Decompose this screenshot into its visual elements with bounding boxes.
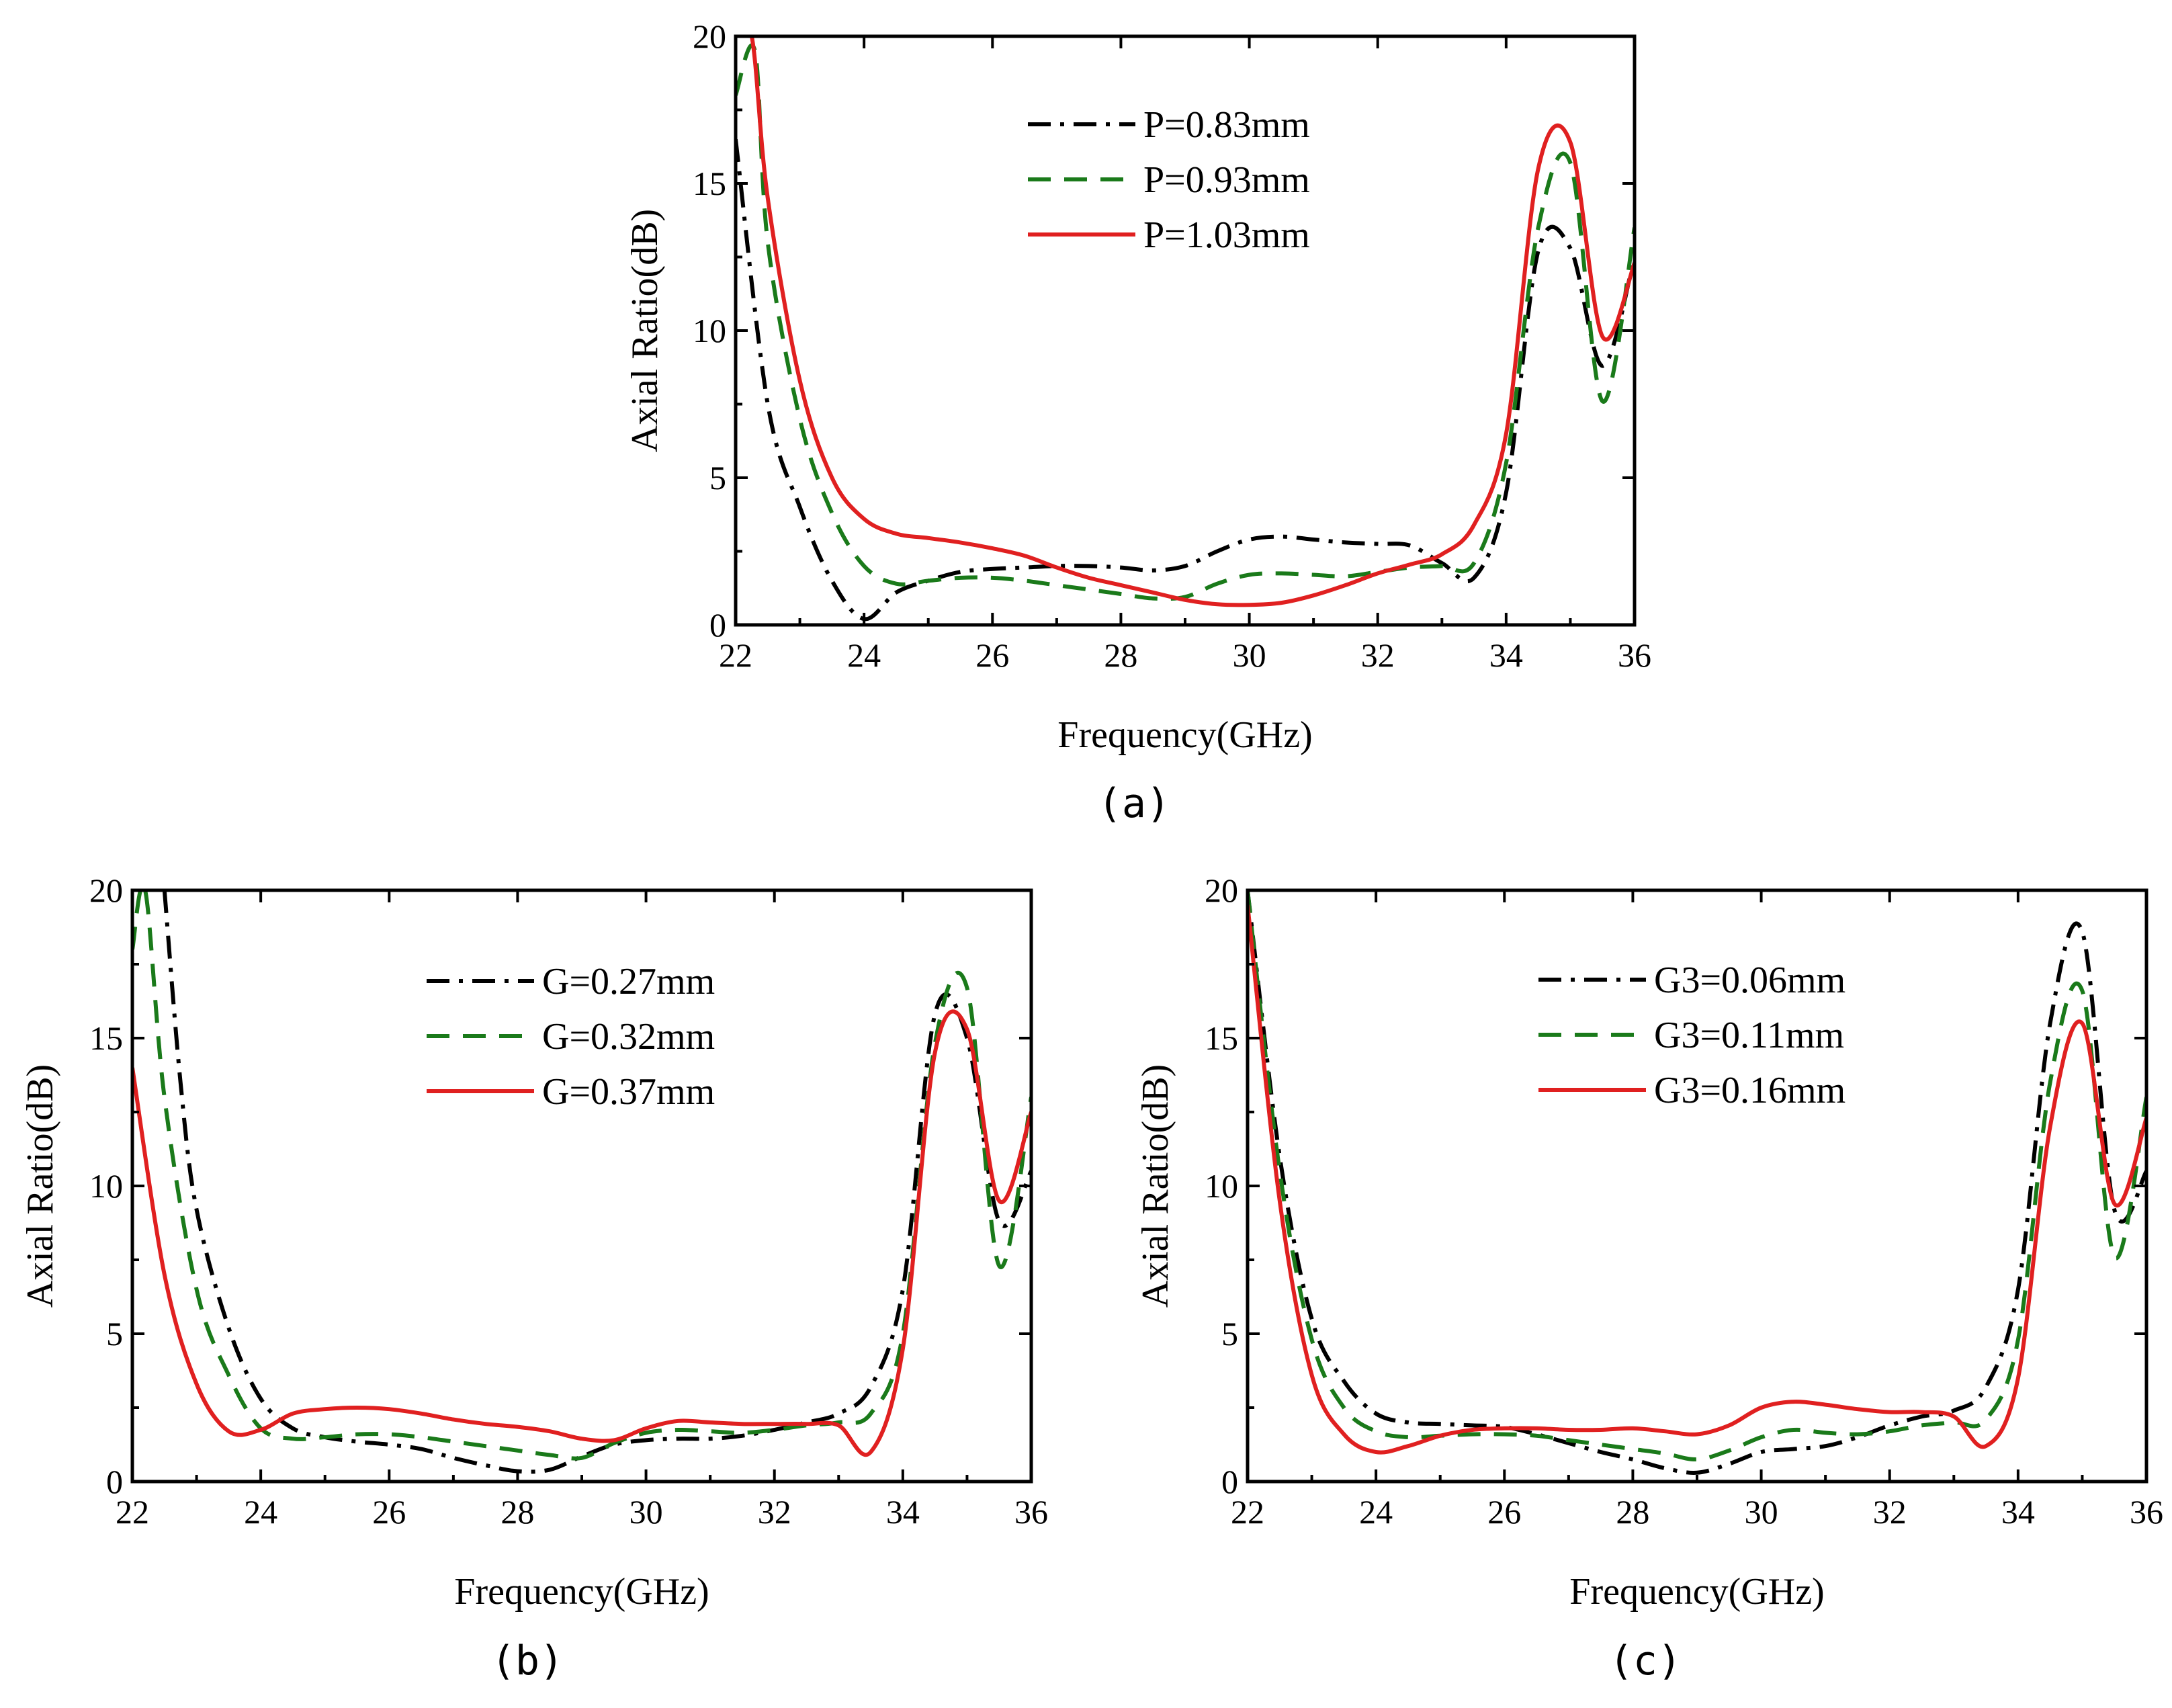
legend-label-a-1: P=0.93mm (1143, 159, 1310, 201)
axes-frame-c (1246, 888, 2148, 1484)
x-tick-label-a-6: 34 (1489, 636, 1523, 674)
series-group-b (132, 890, 1031, 1474)
x-tick-label-b-2: 26 (372, 1493, 406, 1531)
x-tick-label-a-3: 28 (1104, 636, 1137, 674)
legend-label-c-0: G3=0.06mm (1654, 959, 1845, 1001)
x-tick-label-a-1: 24 (847, 636, 881, 674)
x-tick-label-c-1: 24 (1359, 1493, 1393, 1531)
y-tick-label-b-2: 10 (89, 1167, 123, 1205)
axes-frame-b (130, 888, 1033, 1484)
series-group-a (736, 36, 1635, 622)
plot-area-a: 22 24 26 28 30 32 34 36 0 5 10 15 20 (693, 17, 1651, 674)
plot-area-b: 22 24 26 28 30 32 34 36 0 5 10 15 20 (89, 871, 1048, 1531)
y-axis-label-c: Axial Ratio(dB) (1135, 1064, 1176, 1308)
x-tick-label-c-3: 28 (1616, 1493, 1649, 1531)
series-line-b-1 (132, 890, 1031, 1461)
legend-label-a-0: P=0.83mm (1143, 104, 1310, 146)
y-tick-label-c-0: 0 (1221, 1463, 1238, 1500)
legend-label-a-2: P=1.03mm (1143, 214, 1310, 256)
series-line-b-2 (132, 1009, 1031, 1457)
x-tick-label-a-5: 32 (1361, 636, 1395, 674)
series-line-a-2 (736, 36, 1635, 607)
legend-b: G=0.27mm G=0.32mm G=0.37mm (427, 961, 715, 1113)
series-group-c (1248, 890, 2146, 1475)
legend-c: G3=0.06mm G3=0.11mm G3=0.16mm (1538, 959, 1845, 1111)
x-tick-label-b-0: 22 (116, 1493, 149, 1531)
y-tick-label-c-2: 10 (1205, 1167, 1238, 1205)
series-line-c-2 (1248, 904, 2146, 1455)
y-axis-label-b: Axial Ratio(dB) (19, 1064, 61, 1308)
x-tick-label-c-0: 22 (1231, 1493, 1264, 1531)
x-tick-label-b-4: 30 (629, 1493, 663, 1531)
caption-c: (c) (1609, 1637, 1682, 1684)
y-tick-label-b-0: 0 (106, 1463, 123, 1500)
y-tick-label-a-1: 5 (709, 459, 726, 497)
x-tick-label-c-5: 32 (1873, 1493, 1907, 1531)
plot-area-c: 22 24 26 28 30 32 34 36 0 5 10 15 20 (1205, 871, 2163, 1531)
x-tick-label-c-4: 30 (1745, 1493, 1778, 1531)
caption-a: (a) (1098, 780, 1170, 827)
series-line-c-1 (1248, 890, 2146, 1462)
y-axis-label-a: Axial Ratio(dB) (624, 209, 666, 452)
x-tick-label-c-2: 26 (1487, 1493, 1521, 1531)
x-tick-label-b-5: 32 (758, 1493, 791, 1531)
y-tick-label-b-1: 5 (106, 1315, 123, 1353)
y-tick-label-a-2: 10 (693, 312, 726, 349)
x-tick-label-a-7: 36 (1618, 636, 1651, 674)
y-tick-label-c-3: 15 (1205, 1019, 1238, 1057)
y-tick-label-a-3: 15 (693, 165, 726, 202)
x-tick-label-b-7: 36 (1014, 1493, 1048, 1531)
x-tick-label-c-7: 36 (2130, 1493, 2163, 1531)
y-tick-label-b-3: 15 (89, 1019, 123, 1057)
series-line-c-0 (1248, 890, 2146, 1475)
y-tick-label-c-4: 20 (1205, 871, 1238, 909)
legend-label-b-2: G=0.37mm (542, 1071, 715, 1113)
x-axis-label-c: Frequency(GHz) (1569, 1571, 1824, 1613)
y-tick-label-a-0: 0 (709, 606, 726, 644)
y-tick-label-b-4: 20 (89, 871, 123, 909)
legend-label-b-0: G=0.27mm (542, 961, 715, 1002)
y-tick-label-a-4: 20 (693, 17, 726, 55)
x-tick-label-c-6: 34 (2001, 1493, 2035, 1531)
x-tick-label-a-0: 22 (719, 636, 752, 674)
series-line-a-0 (736, 138, 1635, 622)
legend-label-c-1: G3=0.11mm (1654, 1015, 1844, 1056)
axes-frame-a (734, 34, 1637, 627)
legend-a: P=0.83mm P=0.93mm P=1.03mm (1028, 104, 1310, 256)
x-tick-label-b-1: 24 (244, 1493, 277, 1531)
caption-b: (b) (491, 1637, 564, 1684)
series-line-a-1 (736, 43, 1635, 601)
legend-label-b-1: G=0.32mm (542, 1016, 715, 1058)
x-axis-label-b: Frequency(GHz) (454, 1571, 709, 1613)
legend-label-c-2: G3=0.16mm (1654, 1070, 1845, 1111)
x-tick-label-b-6: 34 (886, 1493, 920, 1531)
x-axis-label-a: Frequency(GHz) (1057, 714, 1312, 756)
series-line-b-0 (162, 890, 1031, 1474)
x-tick-label-b-3: 28 (501, 1493, 534, 1531)
x-tick-label-a-2: 26 (975, 636, 1009, 674)
x-tick-label-a-4: 30 (1233, 636, 1266, 674)
y-tick-label-c-1: 5 (1221, 1315, 1238, 1353)
